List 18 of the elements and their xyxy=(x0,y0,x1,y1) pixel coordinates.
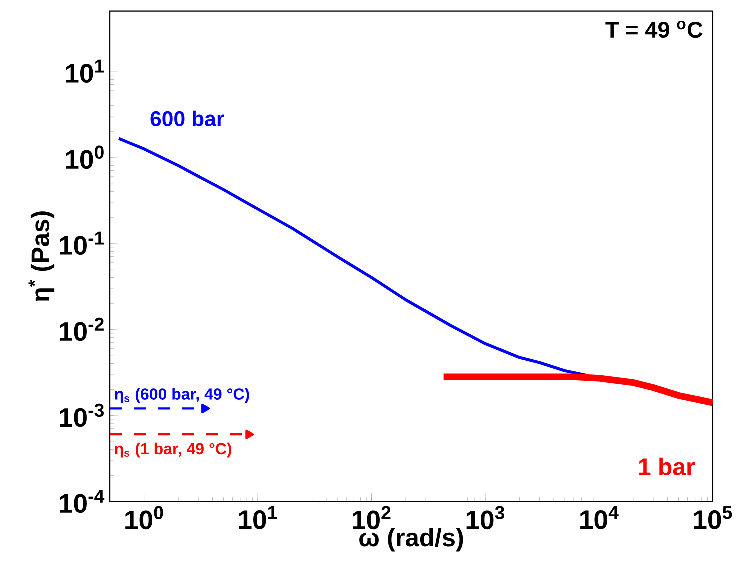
annotation: 1 bar xyxy=(639,458,695,476)
annotation: η$_{s}$ (600 bar, 49 °C) xyxy=(115,388,250,404)
y-tick-label: 10$^{1}$ xyxy=(66,60,104,84)
y-tick-label: 10$^{0}$ xyxy=(66,146,104,170)
annotation: η$_{s}$ (1 bar, 49 °C) xyxy=(115,442,232,458)
y-tick-label: 10$^{-1}$ xyxy=(60,232,104,256)
y-tick-label: 10$^{-4}$ xyxy=(60,490,105,514)
annotation: T = 49 $^{o}$C xyxy=(606,20,703,38)
y-tick-label: 10$^{-2}$ xyxy=(60,318,104,342)
x-tick-label: 10$^{0}$ xyxy=(126,506,164,530)
x-tick-label: 10$^{4}$ xyxy=(580,506,619,530)
x-tick-label: 10$^{3}$ xyxy=(466,506,505,530)
y-axis-title: η$^{*}$ (Pas) xyxy=(28,212,55,302)
x-tick-label: 10$^{1}$ xyxy=(239,506,278,530)
x-tick-label: 10$^{5}$ xyxy=(694,506,732,530)
annotation: 600 bar xyxy=(150,110,224,127)
y-tick-label: 10$^{-3}$ xyxy=(60,404,104,428)
x-tick-label: 10$^{2}$ xyxy=(353,506,391,530)
